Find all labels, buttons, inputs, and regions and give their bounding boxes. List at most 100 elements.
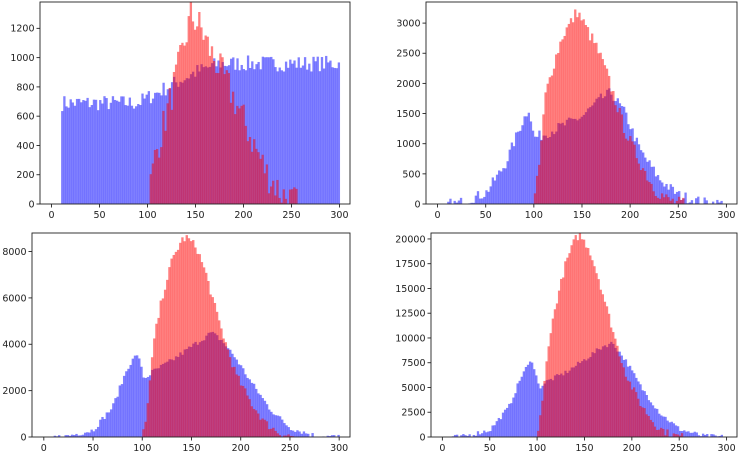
histogram-bar-red	[222, 338, 225, 437]
histogram-bar-red	[639, 405, 642, 437]
histogram-bar-blue	[651, 405, 655, 437]
histogram-bar-blue	[291, 430, 295, 437]
histogram-bar-blue	[320, 57, 324, 204]
histogram-bar-red	[565, 27, 568, 204]
histogram-bar-blue	[270, 56, 273, 204]
histogram-bar-blue	[524, 366, 528, 437]
x-tick-label: 200	[623, 443, 641, 454]
y-tick-label: 12500	[395, 309, 425, 320]
histogram-bar-blue	[718, 202, 721, 204]
histogram-bar-red	[626, 380, 630, 437]
histogram-bar-blue	[142, 377, 145, 437]
x-tick-label: 0	[435, 210, 441, 221]
histogram-bar-blue	[289, 59, 292, 204]
histogram-bar-red	[160, 147, 163, 204]
histogram-bar-blue	[472, 202, 475, 204]
histogram-bar-red	[660, 193, 664, 204]
histogram-bar-red	[601, 59, 604, 204]
histogram-bar-red	[586, 27, 590, 204]
x-tick-label: 0	[48, 210, 54, 221]
x-tick-label: 50	[93, 210, 105, 221]
histogram-bar-blue	[94, 429, 98, 437]
histogram-bar-blue	[103, 96, 106, 204]
histogram-bar-blue	[720, 200, 723, 204]
histogram-bar-red	[564, 261, 567, 437]
histogram-bar-red	[663, 197, 666, 204]
histogram-bar-red	[646, 180, 649, 204]
histogram-bar-red	[257, 413, 260, 437]
histogram-bar-red	[678, 435, 682, 437]
histogram-bar-red	[582, 19, 585, 204]
histogram-bar-blue	[453, 434, 457, 437]
x-tick-label: 300	[330, 443, 348, 454]
x-tick-label: 100	[525, 210, 543, 221]
histogram-bar-blue	[90, 429, 93, 437]
x-tick-label: 250	[669, 210, 687, 221]
histogram-bar-blue	[508, 149, 511, 204]
y-tick-label: 7500	[401, 358, 425, 369]
histogram-bar-blue	[299, 67, 303, 205]
x-tick-label: 100	[138, 210, 156, 221]
histogram-bar-red	[276, 433, 279, 437]
histogram-bar-blue	[259, 394, 262, 437]
histogram-bar-red	[612, 91, 615, 204]
histogram-bar-blue	[120, 384, 124, 437]
histogram-bar-blue	[274, 67, 277, 204]
histogram-bar-blue	[663, 186, 666, 204]
histogram-bar-red	[580, 239, 584, 437]
histogram-bar-blue	[132, 108, 136, 204]
histogram-bar-blue	[318, 71, 322, 204]
y-tick-label: 0	[414, 199, 420, 210]
axes-frame	[31, 232, 351, 438]
histogram-bar-blue	[481, 198, 484, 204]
histogram-bar-blue	[141, 93, 144, 204]
histogram-bar-red	[544, 92, 547, 204]
histogram-bar-red	[183, 241, 186, 437]
histogram-bar-blue	[276, 71, 279, 204]
histogram-bar-red	[221, 57, 224, 205]
histogram-bar-red	[601, 294, 604, 437]
histogram-bar-red	[648, 182, 651, 204]
histogram-bar-blue	[330, 435, 334, 437]
histogram-bar-blue	[302, 431, 306, 437]
histogram-bar-blue	[156, 92, 159, 204]
histogram-bar-blue	[684, 192, 687, 204]
histogram-bar-blue	[65, 106, 68, 204]
histogram-bar-blue	[86, 97, 89, 204]
x-tick-label: 250	[670, 443, 688, 454]
histogram-bar-blue	[105, 98, 108, 204]
histogram-bar-red	[680, 199, 683, 204]
histogram-bar-blue	[337, 62, 341, 204]
histogram-bar-blue	[84, 100, 87, 204]
histogram-bar-red	[649, 419, 652, 437]
histogram-bar-blue	[61, 111, 64, 204]
histogram-bar-blue	[53, 435, 57, 437]
histogram-bar-red	[239, 385, 243, 437]
histogram-panel-4: 0 50 100 150 200 250 300 0 2500 5000 7500 10000 1250…	[395, 232, 738, 454]
histogram-bar-blue	[535, 375, 538, 437]
x-tick-label: 250	[282, 210, 300, 221]
histogram-bar-blue	[508, 403, 511, 437]
y-tick-label: 3000	[396, 19, 420, 30]
histogram-bar-blue	[654, 176, 658, 204]
histogram-bar-red	[236, 105, 239, 204]
histogram-bar-blue	[537, 383, 540, 437]
histogram-bar-red	[664, 435, 667, 437]
y-tick-label: 500	[402, 169, 420, 180]
histogram-bar-blue	[129, 364, 132, 437]
histogram-bar-blue	[705, 200, 708, 204]
histogram-bar-blue	[656, 408, 659, 437]
histogram-bar-red	[225, 70, 228, 204]
histogram-bar-blue	[285, 425, 288, 437]
histogram-bar-red	[285, 435, 288, 437]
histogram-bar-red	[629, 136, 632, 204]
y-tick-label: 200	[16, 170, 34, 181]
histogram-bar-blue	[118, 385, 122, 437]
histogram-bar-red	[591, 260, 594, 437]
histogram-bar-blue	[506, 407, 509, 437]
histogram-bar-red	[269, 186, 273, 204]
histogram-bar-red	[176, 249, 180, 437]
histogram-bar-red	[202, 267, 206, 437]
y-tick-label: 8000	[2, 247, 26, 258]
histogram-bar-red	[610, 91, 613, 204]
